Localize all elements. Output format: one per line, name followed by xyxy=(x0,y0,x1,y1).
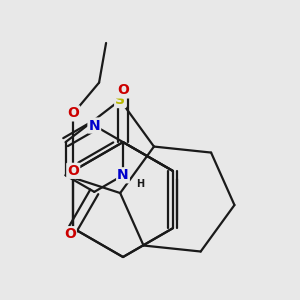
Text: O: O xyxy=(67,106,79,120)
Text: O: O xyxy=(117,83,129,98)
Text: N: N xyxy=(117,168,129,182)
Text: H: H xyxy=(136,179,144,189)
Text: O: O xyxy=(64,227,76,241)
Text: N: N xyxy=(88,118,100,133)
Text: O: O xyxy=(67,164,79,178)
Text: S: S xyxy=(115,93,125,107)
